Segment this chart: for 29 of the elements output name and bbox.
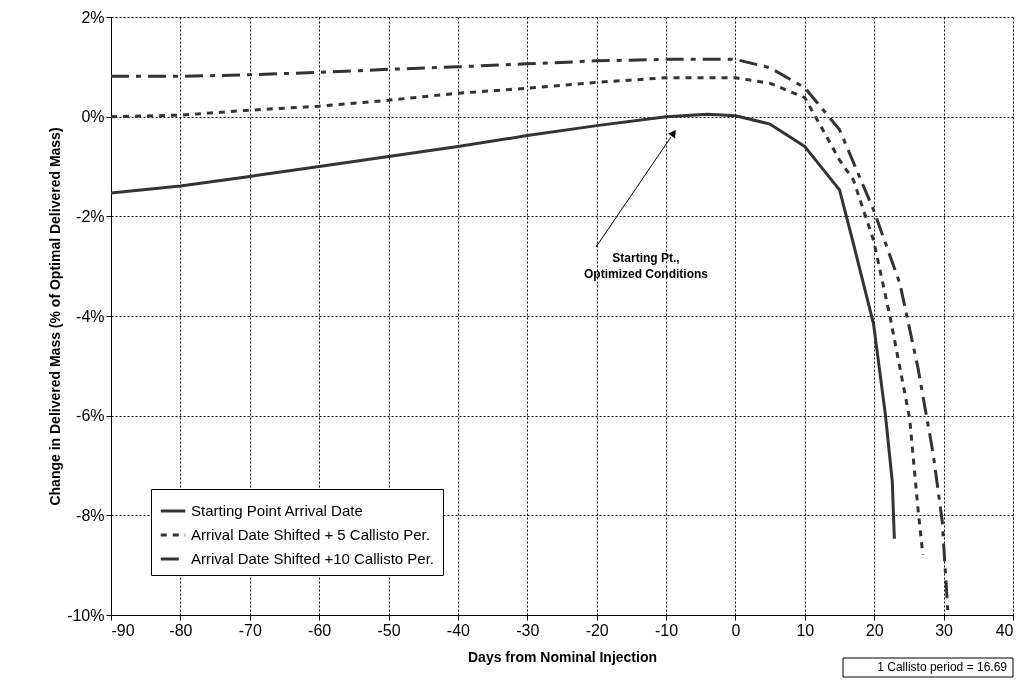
y-axis-title: Change in Delivered Mass (% of Optimal Delivered Mass): [47, 127, 64, 506]
x-tick-label: 0: [731, 621, 741, 639]
line-series: [109, 57, 950, 612]
x-tick-label: -70: [238, 621, 262, 639]
y-tick-label: -8%: [76, 506, 105, 524]
legend-label: Arrival Date Shifted +10 Callisto Per.: [191, 550, 435, 567]
y-tick-label: -4%: [76, 307, 105, 325]
y-tick-label: -2%: [76, 207, 105, 225]
text: 1 Callisto period = 16.69: [877, 660, 1008, 674]
x-tick-label: -40: [446, 621, 471, 639]
y-tick-label: -10%: [67, 606, 105, 624]
x-tick-label: 10: [796, 621, 815, 639]
annotation: Starting Pt., Optimized Conditions: [584, 251, 709, 281]
x-tick-label: -20: [585, 621, 609, 639]
y-tick-label: -6%: [76, 407, 105, 425]
x-tick-label: -10: [655, 621, 679, 639]
x-axis-title: Days from Nominal Injection: [467, 648, 658, 665]
x-tick-label: 30: [935, 621, 954, 639]
x-tick-label: 20: [865, 621, 884, 639]
x-tick-label: -60: [308, 621, 332, 639]
legend-label: Starting Point Arrival Date: [191, 502, 363, 519]
x-tick-label: 40: [995, 621, 1014, 639]
x-tick-label: -30: [516, 621, 540, 639]
x-tick-label: -50: [377, 621, 401, 639]
x-tick-label: -90: [111, 621, 135, 639]
y-tick-label: 2%: [81, 8, 105, 26]
x-tick-label: -80: [169, 621, 193, 639]
legend-label: Arrival Date Shifted + 5 Callisto Per.: [191, 526, 430, 543]
y-tick-label: 0%: [81, 108, 105, 126]
